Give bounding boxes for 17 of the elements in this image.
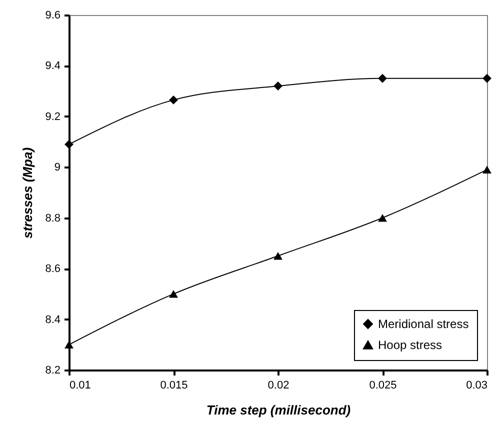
- y-axis-title: stresses (Mpa): [20, 147, 36, 239]
- x-tick-label: 0.015: [160, 380, 188, 392]
- legend-label: Meridional stress: [378, 317, 469, 331]
- y-tick-label: 8.6: [45, 263, 60, 276]
- legend-label: Hoop stress: [378, 338, 442, 352]
- y-tick-label: 9.4: [45, 60, 60, 72]
- y-tick-label: 8.2: [45, 364, 60, 376]
- x-tick-label: 0.025: [369, 380, 397, 392]
- y-tick-label: 8.4: [45, 314, 60, 326]
- y-tick-label: 9: [54, 162, 60, 174]
- y-tick-label: 9.2: [45, 110, 60, 123]
- y-tick-label: 8.8: [45, 212, 60, 224]
- x-tick-label: 0.02: [268, 380, 290, 392]
- x-tick-label: 0.03: [466, 380, 488, 392]
- x-axis-title: Time step (millisecond): [206, 402, 351, 418]
- y-tick-label: 9.6: [45, 10, 60, 22]
- x-tick-label: 0.01: [70, 380, 91, 392]
